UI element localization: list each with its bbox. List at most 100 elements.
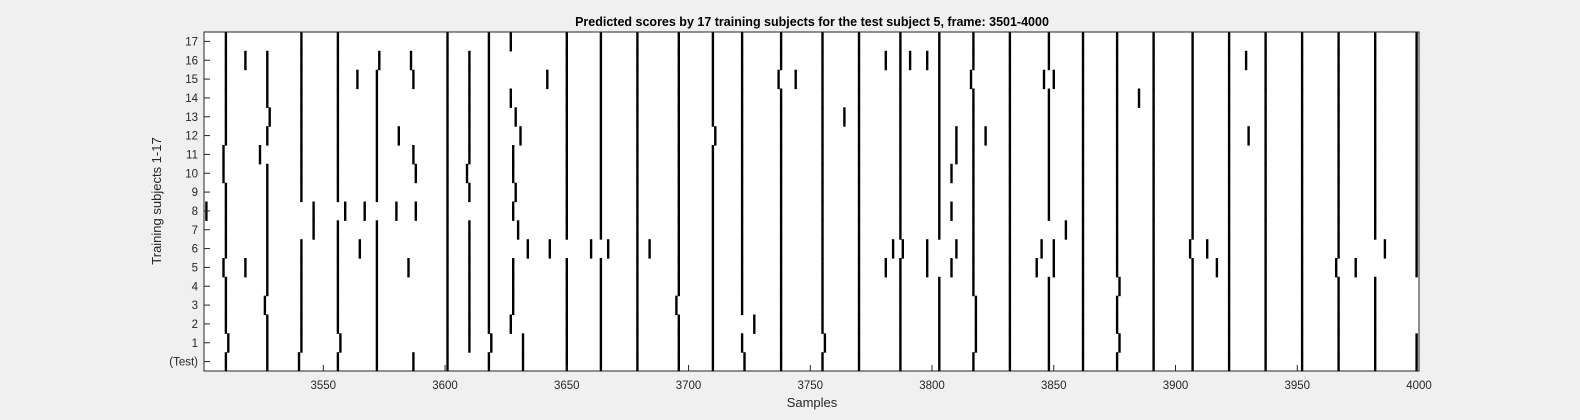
event-mark: [938, 32, 941, 52]
x-tick-label: 3750: [797, 380, 823, 392]
event-mark: [743, 352, 746, 372]
event-mark: [519, 126, 522, 146]
event-mark: [740, 239, 744, 259]
event-mark: [938, 107, 941, 127]
event-mark: [1415, 32, 1418, 52]
y-tick-label: 8: [192, 206, 198, 218]
event-mark: [1152, 352, 1155, 372]
event-mark: [938, 201, 941, 221]
event-mark: [1300, 50, 1304, 71]
event-mark: [375, 314, 379, 334]
event-mark: [599, 201, 603, 221]
event-mark: [1227, 220, 1231, 240]
event-mark: [565, 201, 568, 221]
event-mark: [972, 32, 975, 52]
event-mark: [565, 145, 568, 165]
event-mark: [336, 352, 340, 372]
event-mark: [1008, 69, 1012, 90]
event-mark: [1081, 145, 1085, 165]
event-mark: [711, 163, 715, 184]
event-mark: [336, 239, 340, 259]
event-mark: [375, 145, 379, 165]
event-mark: [794, 69, 797, 90]
event-mark: [972, 163, 975, 184]
event-mark: [984, 126, 987, 146]
event-mark: [599, 314, 603, 334]
event-mark: [363, 201, 366, 221]
event-mark: [1115, 314, 1119, 334]
event-mark: [884, 258, 887, 278]
event-mark: [1264, 163, 1267, 184]
event-mark: [740, 220, 744, 240]
event-mark: [487, 276, 491, 297]
event-mark: [468, 88, 471, 108]
event-mark: [711, 182, 715, 203]
event-mark: [1374, 32, 1377, 52]
event-mark: [266, 220, 269, 240]
event-mark: [950, 201, 953, 221]
event-mark: [266, 88, 269, 108]
event-mark: [1047, 163, 1051, 184]
event-mark: [1152, 258, 1155, 278]
event-mark: [1264, 239, 1267, 259]
event-mark: [938, 182, 941, 203]
event-mark: [1300, 352, 1304, 372]
event-mark: [950, 163, 953, 184]
event-mark: [1227, 69, 1231, 90]
event-mark: [1035, 258, 1038, 278]
event-mark: [972, 107, 975, 127]
event-mark: [546, 69, 549, 90]
event-mark: [1337, 107, 1340, 127]
event-mark: [677, 69, 680, 90]
event-mark: [1374, 201, 1377, 221]
event-mark: [300, 50, 303, 71]
event-mark: [1191, 50, 1194, 71]
event-mark: [1374, 107, 1377, 127]
event-mark: [268, 107, 271, 127]
raster-row-13: [224, 107, 1418, 127]
event-mark: [512, 201, 515, 221]
event-mark: [300, 295, 303, 316]
event-mark: [636, 145, 639, 165]
event-mark: [300, 239, 303, 259]
event-mark: [1152, 163, 1155, 184]
event-mark: [677, 163, 680, 184]
event-mark: [711, 276, 715, 297]
event-mark: [599, 220, 603, 240]
event-mark: [1188, 239, 1192, 259]
event-mark: [972, 201, 975, 221]
event-mark: [821, 276, 824, 297]
event-mark: [1415, 126, 1418, 146]
event-mark: [938, 314, 941, 334]
event-mark: [521, 333, 525, 353]
event-mark: [636, 220, 639, 240]
raster-row-4: [224, 276, 1377, 297]
event-mark: [1337, 220, 1340, 240]
event-mark: [300, 333, 303, 353]
event-mark: [487, 126, 491, 146]
event-mark: [926, 50, 929, 71]
event-mark: [1115, 69, 1119, 90]
event-mark: [857, 182, 861, 203]
event-mark: [1042, 69, 1046, 90]
event-mark: [1047, 32, 1051, 52]
event-mark: [1337, 182, 1340, 203]
event-mark: [300, 69, 303, 90]
event-mark: [899, 88, 902, 108]
event-mark: [938, 145, 941, 165]
event-mark: [224, 352, 228, 372]
y-tick-label: 1: [192, 338, 198, 350]
event-mark: [1152, 201, 1155, 221]
event-mark: [857, 201, 861, 221]
event-mark: [711, 107, 715, 127]
event-mark: [636, 276, 639, 297]
event-mark: [446, 88, 449, 108]
event-mark: [222, 145, 225, 165]
event-mark: [599, 333, 603, 353]
event-mark: [1264, 220, 1267, 240]
event-mark: [1300, 88, 1304, 108]
event-mark: [565, 69, 568, 90]
event-mark: [589, 239, 593, 259]
event-mark: [1415, 258, 1418, 278]
event-mark: [1264, 258, 1267, 278]
